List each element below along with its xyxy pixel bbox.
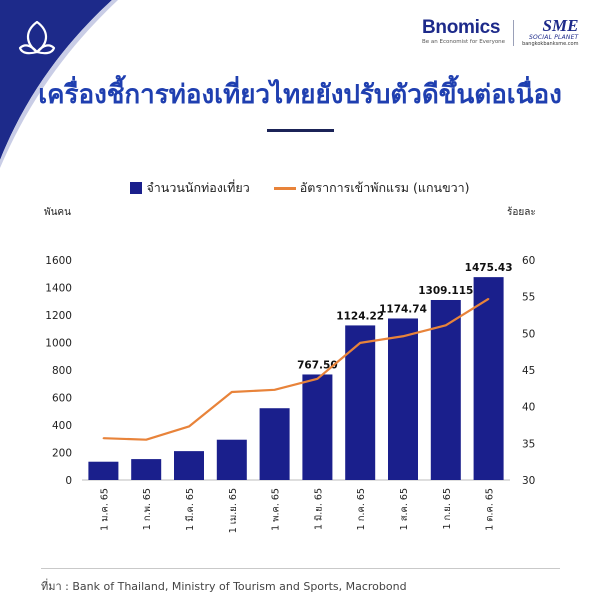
bnomics-logo: Bnomics Be an Economist for Everyone: [422, 17, 506, 46]
bar: [216, 439, 247, 480]
bar: [174, 451, 204, 480]
sme-url: bangkokbanksme.com: [522, 41, 579, 47]
chart-legend: จำนวนนักท่องเที่ยว อัตราการเข้าพักแรม (แ…: [0, 178, 600, 198]
right-tick-label: 50: [522, 328, 535, 340]
right-tick-label: 45: [522, 365, 535, 377]
line-point: [359, 342, 362, 344]
left-tick-label: 800: [52, 365, 72, 377]
line-point: [445, 324, 447, 327]
x-tick-label: 1 ต.ค. 65: [485, 488, 496, 531]
x-tick-label: 1 มี.ค. 65: [184, 488, 196, 531]
brand-logos: Bnomics Be an Economist for Everyone SME…: [422, 16, 579, 47]
legend-label-bars: จำนวนนักท่องเที่ยว: [146, 180, 250, 195]
right-tick-label: 35: [522, 438, 535, 450]
bar: [345, 325, 376, 480]
bar: [302, 374, 333, 480]
line-point: [102, 437, 105, 440]
left-tick-label: 1400: [45, 283, 72, 295]
x-tick-label: 1 ก.ค. 65: [356, 488, 367, 530]
bnomics-name: Bnomics: [422, 17, 501, 38]
x-tick-label: 1 พ.ค. 65: [271, 488, 282, 531]
footer-divider: [41, 568, 560, 569]
bar: [473, 277, 504, 480]
right-tick-label: 55: [522, 292, 535, 304]
bar-data-label: 1309.115: [418, 285, 473, 297]
bar: [430, 299, 461, 480]
bnomics-tagline: Be an Economist for Everyone: [422, 39, 506, 45]
sme-subtitle: SOCIAL PLANET: [528, 34, 579, 41]
left-tick-label: 1600: [45, 255, 72, 267]
legend-label-line: อัตราการเข้าพักแรม (แกนขวา): [299, 180, 470, 195]
x-tick-label: 1 เม.ย. 65: [228, 488, 239, 533]
page-title: เครื่องชี้การท่องเที่ยวไทยยังปรับตัวดีขึ…: [38, 80, 562, 110]
right-tick-label: 60: [522, 255, 535, 267]
sme-logo: SME SOCIAL PLANET bangkokbanksme.com: [522, 16, 579, 47]
x-tick-label: 1 ก.พ. 65: [142, 488, 153, 530]
line-point: [402, 335, 404, 338]
left-tick-label: 1000: [45, 338, 72, 350]
left-tick-label: 1200: [45, 310, 72, 322]
title-underline: [267, 129, 334, 132]
line-point: [188, 425, 190, 428]
right-tick-label: 40: [522, 402, 535, 414]
left-tick-label: 600: [52, 393, 72, 405]
logo-divider: [513, 20, 515, 46]
x-tick-label: 1 ก.ย. 65: [442, 488, 453, 530]
line-point: [273, 389, 276, 391]
line-point: [487, 298, 490, 300]
left-tick-label: 200: [52, 448, 72, 460]
bar: [131, 459, 162, 480]
lotus-logo-icon: [18, 20, 56, 55]
line-point: [316, 378, 319, 380]
x-tick-label: 1 ส.ค. 65: [399, 488, 410, 530]
legend-swatch-bars: [130, 182, 143, 194]
legend-item-bars: จำนวนนักท่องเที่ยว: [130, 178, 250, 198]
x-tick-label: 1 ม.ค. 65: [99, 488, 110, 531]
right-axis-unit: ร้อยละ: [507, 207, 536, 218]
left-axis-unit: พันคน: [44, 207, 71, 218]
legend-item-line: อัตราการเข้าพักแรม (แกนขวา): [273, 178, 470, 198]
left-tick-label: 400: [52, 420, 72, 432]
bar-data-label: 1475.43: [465, 262, 513, 274]
bar: [88, 461, 119, 480]
source-note: ที่มา : Bank of Thailand, Ministry of To…: [41, 580, 407, 593]
x-tick-label: 1 มิ.ย. 65: [313, 488, 324, 530]
occupancy-line: [103, 297, 490, 441]
bar: [259, 408, 290, 480]
legend-swatch-line: [273, 186, 296, 190]
line-point: [231, 391, 233, 393]
bar-data-label: 1124.22: [336, 310, 384, 322]
right-tick-label: 30: [522, 475, 535, 487]
bar-data-label: 767.50: [297, 359, 338, 371]
left-tick-label: 0: [65, 475, 72, 487]
line-point: [145, 438, 147, 441]
sme-name: SME: [542, 16, 579, 35]
bar-data-label: 1174.74: [379, 303, 427, 315]
bar: [388, 318, 418, 480]
